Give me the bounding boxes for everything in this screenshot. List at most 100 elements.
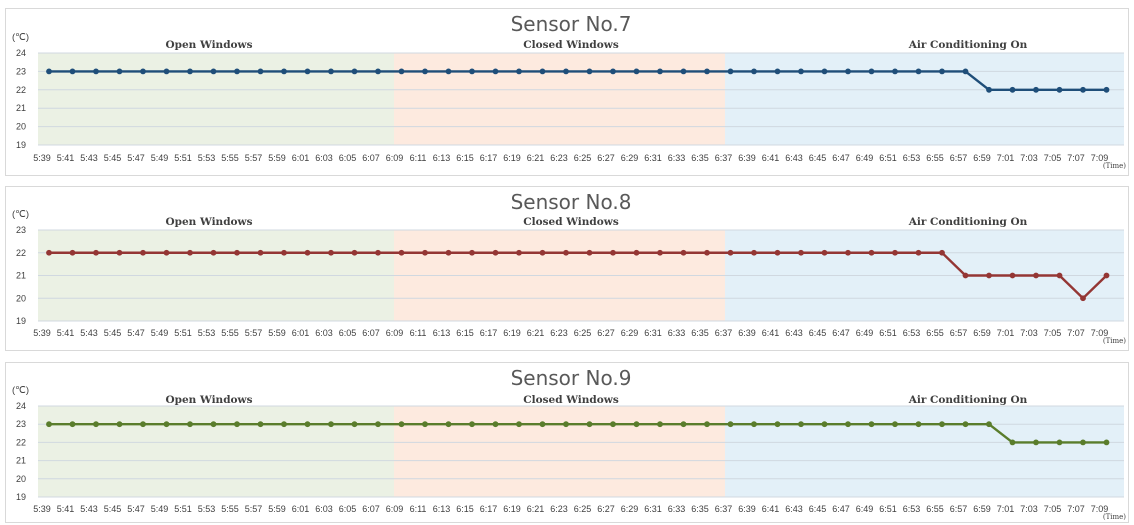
sensor8-x-tick-label: 7:01: [997, 328, 1015, 338]
sensor7-data-point: [657, 68, 663, 75]
sensor8-data-point: [727, 249, 734, 256]
sensor7-x-tick-label: 6:45: [809, 153, 827, 163]
sensor8-data-point: [986, 272, 992, 279]
sensor9-data-point: [657, 421, 663, 428]
sensor7-x-tick-label: 6:11: [410, 153, 427, 163]
sensor7-data-point: [962, 68, 969, 75]
sensor7-x-tick-label: 6:25: [574, 153, 592, 163]
sensor7-x-tick-label: 6:15: [456, 153, 474, 163]
sensor8-chart-title: Sensor No.8: [511, 190, 632, 214]
sensor7-x-tick-label: 7:01: [997, 153, 1015, 163]
sensor8-series-line: [49, 251, 1108, 300]
sensor9-x-tick-label: 6:29: [621, 504, 639, 514]
sensor7-x-tick-label: 6:01: [292, 153, 310, 163]
sensor7-data-point: [610, 68, 616, 75]
sensor7-data-point: [915, 68, 922, 75]
sensor7-phase-band-open-windows: [38, 53, 394, 145]
sensor7-data-point: [93, 68, 99, 75]
sensor7-x-tick-label: 6:17: [480, 153, 498, 163]
sensor9-data-point: [187, 421, 193, 428]
sensor9-x-tick-label: 5:43: [80, 504, 98, 514]
sensor9-x-tick-label: 7:05: [1044, 504, 1062, 514]
sensor9-x-tick-label: 6:55: [926, 504, 944, 514]
sensor7-data-point: [234, 68, 240, 75]
sensor9-x-tick-label: 6:07: [362, 504, 380, 514]
sensor9-phase-band-air-conditioning-on: [725, 406, 1124, 497]
sensor8-x-tick-label: 6:55: [926, 328, 944, 338]
sensor9-x-tick-label: 6:21: [527, 504, 545, 514]
sensor8-data-point: [821, 249, 828, 256]
sensor8-data-point: [915, 249, 922, 256]
sensor7-x-tick-label: 5:51: [174, 153, 192, 163]
sensor9-data-point: [774, 421, 781, 428]
sensor7-data-point: [798, 68, 804, 75]
sensor9-data-point: [1033, 439, 1039, 446]
sensor7-x-tick-label: 6:55: [926, 153, 944, 163]
sensor8-x-tick-label: 5:41: [57, 328, 75, 338]
sensor8-data-point: [539, 249, 546, 256]
sensor8-data-point: [563, 249, 569, 256]
sensor8-data-point: [1009, 272, 1016, 279]
sensor7-data-point: [422, 68, 428, 75]
sensor7-series-line: [49, 70, 1107, 92]
sensor9-data-point: [304, 421, 311, 428]
sensor9-data-point: [328, 421, 334, 428]
sensor7-data-point: [868, 68, 875, 75]
sensor7-x-tick-label: 5:47: [127, 153, 145, 163]
sensor9-x-tick-label: 6:19: [503, 504, 521, 514]
sensor7-data-point: [351, 68, 358, 75]
sensor7-data-point: [328, 68, 334, 75]
sensor8-x-tick-label: 7:09: [1091, 328, 1109, 338]
sensor8-y-tick-label: 20: [16, 293, 26, 303]
sensor9-data-point: [586, 421, 593, 428]
sensor7-phase-band-closed-windows: [394, 53, 725, 145]
sensor7-x-tick-label: 5:49: [151, 153, 169, 163]
sensor9-data-point: [492, 421, 499, 428]
sensor9-x-tick-label: 6:11: [410, 504, 427, 514]
sensor8-x-tick-label: 6:45: [809, 328, 827, 338]
sensor8-x-tick-label: 6:59: [973, 328, 991, 338]
sensor8-x-tick-label: 6:07: [362, 328, 380, 338]
sensor8-x-tick-label: 5:45: [104, 328, 122, 338]
sensor8-data-point: [210, 249, 217, 256]
sensor7-data-point: [304, 68, 311, 75]
sensor7-data-point: [774, 68, 781, 75]
sensor8-data-point: [516, 249, 522, 256]
sensor9-x-tick-label: 7:09: [1091, 504, 1109, 514]
sensor7-x-tick-label: 6:29: [621, 153, 639, 163]
sensor8-x-tick-label: 6:09: [386, 328, 404, 338]
sensor9-x-tick-label: 6:47: [832, 504, 850, 514]
sensor7-x-tick-label: 6:13: [433, 153, 451, 163]
sensor7-phase-label-open-windows: Open Windows: [166, 39, 253, 51]
sensor8-data-point: [586, 249, 593, 256]
sensor9-data-point: [892, 421, 898, 428]
sensor8-data-point: [257, 249, 264, 256]
sensor7-x-axis-label: (Time): [1103, 162, 1126, 170]
sensor7-x-tick-label: 5:41: [57, 153, 75, 163]
sensor8-x-tick-label: 6:11: [410, 328, 427, 338]
sensor7-x-tick-label: 6:35: [691, 153, 709, 163]
sensor7-y-tick-label: 24: [16, 48, 26, 58]
sensor8-data-point: [751, 249, 757, 256]
sensor8-data-point: [798, 249, 804, 256]
sensor8-data-point: [845, 249, 851, 256]
sensor9-data-point: [422, 421, 428, 428]
sensor9-data-point: [563, 421, 569, 428]
sensor9-x-tick-label: 5:53: [198, 504, 216, 514]
sensor9-x-tick-label: 5:57: [245, 504, 263, 514]
sensor8-x-tick-label: 6:37: [715, 328, 733, 338]
sensor8-x-tick-label: 6:33: [668, 328, 686, 338]
sensor7-x-tick-label: 6:43: [785, 153, 803, 163]
sensor8-data-point: [163, 249, 170, 256]
sensor8-x-tick-label: 7:07: [1067, 328, 1085, 338]
sensor7-x-tick-label: 7:05: [1044, 153, 1062, 163]
sensor8-phase-label-closed-windows: Closed Windows: [523, 216, 619, 228]
sensor9-x-tick-label: 5:47: [127, 504, 145, 514]
sensor9-data-point: [633, 421, 640, 428]
sensor9-phase-label-open-windows: Open Windows: [166, 394, 253, 406]
sensor7-x-tick-label: 6:27: [597, 153, 615, 163]
sensor9-y-tick-label: 23: [16, 419, 26, 429]
sensor7-data-point: [563, 68, 569, 75]
sensor9-x-tick-label: 6:15: [456, 504, 474, 514]
sensor7-x-tick-label: 6:33: [668, 153, 686, 163]
